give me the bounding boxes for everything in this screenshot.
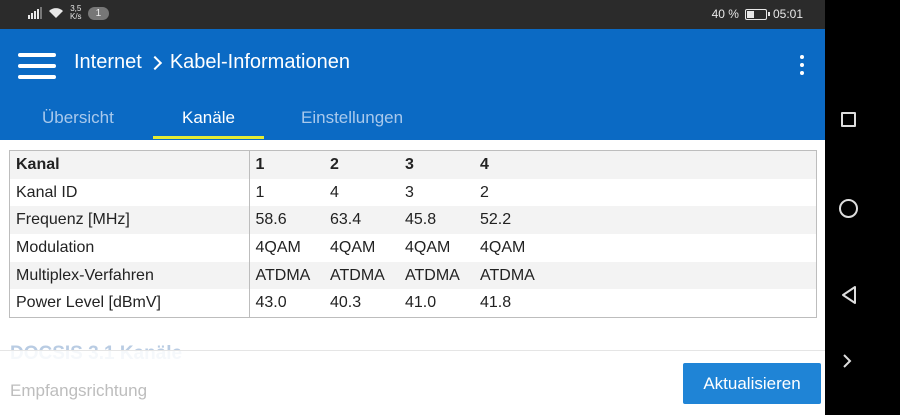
status-left: 3,5 K/s 1 [28, 5, 110, 21]
row-label: Multiplex-Verfahren [10, 261, 250, 290]
table-row: Kanal 1 2 3 4 [10, 151, 816, 179]
battery-icon [744, 8, 770, 20]
table-cell: 4QAM [399, 234, 474, 262]
menu-icon[interactable] [18, 53, 56, 79]
row-label: Frequenz [MHz] [10, 206, 250, 235]
clock: 05:01 [772, 7, 803, 21]
wifi-icon [49, 8, 63, 18]
table-cell: 63.4 [324, 206, 399, 235]
table-row: Kanal ID 1 4 3 2 [10, 178, 816, 207]
table-cell: 40.3 [324, 289, 399, 318]
tab-bar: Übersicht Kanäle Einstellungen [0, 104, 825, 140]
table-cell: 2 [474, 178, 816, 207]
home-icon[interactable] [839, 199, 858, 218]
table-row: Power Level [dBmV] 43.0 40.3 41.0 41.8 [10, 289, 816, 318]
table-cell: 3 [399, 151, 474, 179]
signal-icon [28, 7, 42, 19]
chevron-right-icon[interactable] [842, 353, 852, 369]
app-bar: Internet Kabel-Informationen Übersicht K… [0, 29, 825, 140]
table-cell: 3 [399, 178, 474, 207]
refresh-button[interactable]: Aktualisieren [683, 363, 821, 404]
status-bar: 3,5 K/s 1 40 % 05:01 [0, 0, 825, 29]
table-cell: 4QAM [474, 234, 816, 262]
row-label: Power Level [dBmV] [10, 289, 250, 318]
notification-badge: 1 [87, 6, 110, 20]
table-cell: ATDMA [474, 261, 816, 290]
table-cell: 45.8 [399, 206, 474, 235]
tab-uebersicht[interactable]: Übersicht [42, 108, 114, 127]
breadcrumb: Internet Kabel-Informationen [74, 51, 350, 74]
row-label: Kanal ID [10, 178, 250, 207]
more-vert-icon[interactable] [798, 53, 806, 77]
table-cell: 58.6 [249, 206, 324, 235]
channel-table: Kanal 1 2 3 4 Kanal ID 1 4 3 2 Frequenz … [9, 150, 817, 318]
tab-einstellungen[interactable]: Einstellungen [301, 108, 404, 127]
app-screen: 3,5 K/s 1 40 % 05:01 Internet Kabel-Info… [0, 0, 825, 415]
table-cell: 41.8 [474, 289, 816, 318]
table-cell: 1 [249, 151, 324, 179]
page-title: Kabel-Informationen [169, 51, 350, 73]
table-cell: 1 [249, 178, 324, 207]
network-speed: 3,5 K/s [70, 5, 82, 21]
docsis-section-subtitle: Empfangsrichtung [10, 381, 148, 400]
network-speed-unit: K/s [70, 12, 82, 21]
tab-kanaele[interactable]: Kanäle [182, 108, 235, 127]
recent-apps-icon[interactable] [841, 112, 856, 127]
network-speed-value: 3,5 [70, 4, 82, 13]
active-tab-indicator [153, 136, 264, 139]
table-cell: 4QAM [249, 234, 324, 262]
table-cell: 4 [474, 151, 816, 179]
system-nav-bar [825, 0, 900, 415]
table-row: Frequenz [MHz] 58.6 63.4 45.8 52.2 [10, 206, 816, 235]
status-right: 40 % 05:01 [712, 7, 803, 21]
row-label: Modulation [10, 234, 250, 262]
table-cell: ATDMA [324, 261, 399, 290]
table-row: Multiplex-Verfahren ATDMA ATDMA ATDMA AT… [10, 261, 816, 290]
table-cell: 43.0 [249, 289, 324, 318]
back-icon[interactable] [840, 285, 858, 305]
table-cell: 2 [324, 151, 399, 179]
table-cell: 52.2 [474, 206, 816, 235]
table-cell: ATDMA [399, 261, 474, 290]
battery-percent: 40 % [711, 7, 739, 21]
chevron-right-icon [147, 55, 162, 70]
table-cell: ATDMA [249, 261, 324, 290]
row-label: Kanal [10, 151, 250, 179]
table-row: Modulation 4QAM 4QAM 4QAM 4QAM [10, 234, 816, 262]
breadcrumb-root[interactable]: Internet [74, 51, 142, 73]
table-cell: 4 [324, 178, 399, 207]
table-cell: 41.0 [399, 289, 474, 318]
table-cell: 4QAM [324, 234, 399, 262]
